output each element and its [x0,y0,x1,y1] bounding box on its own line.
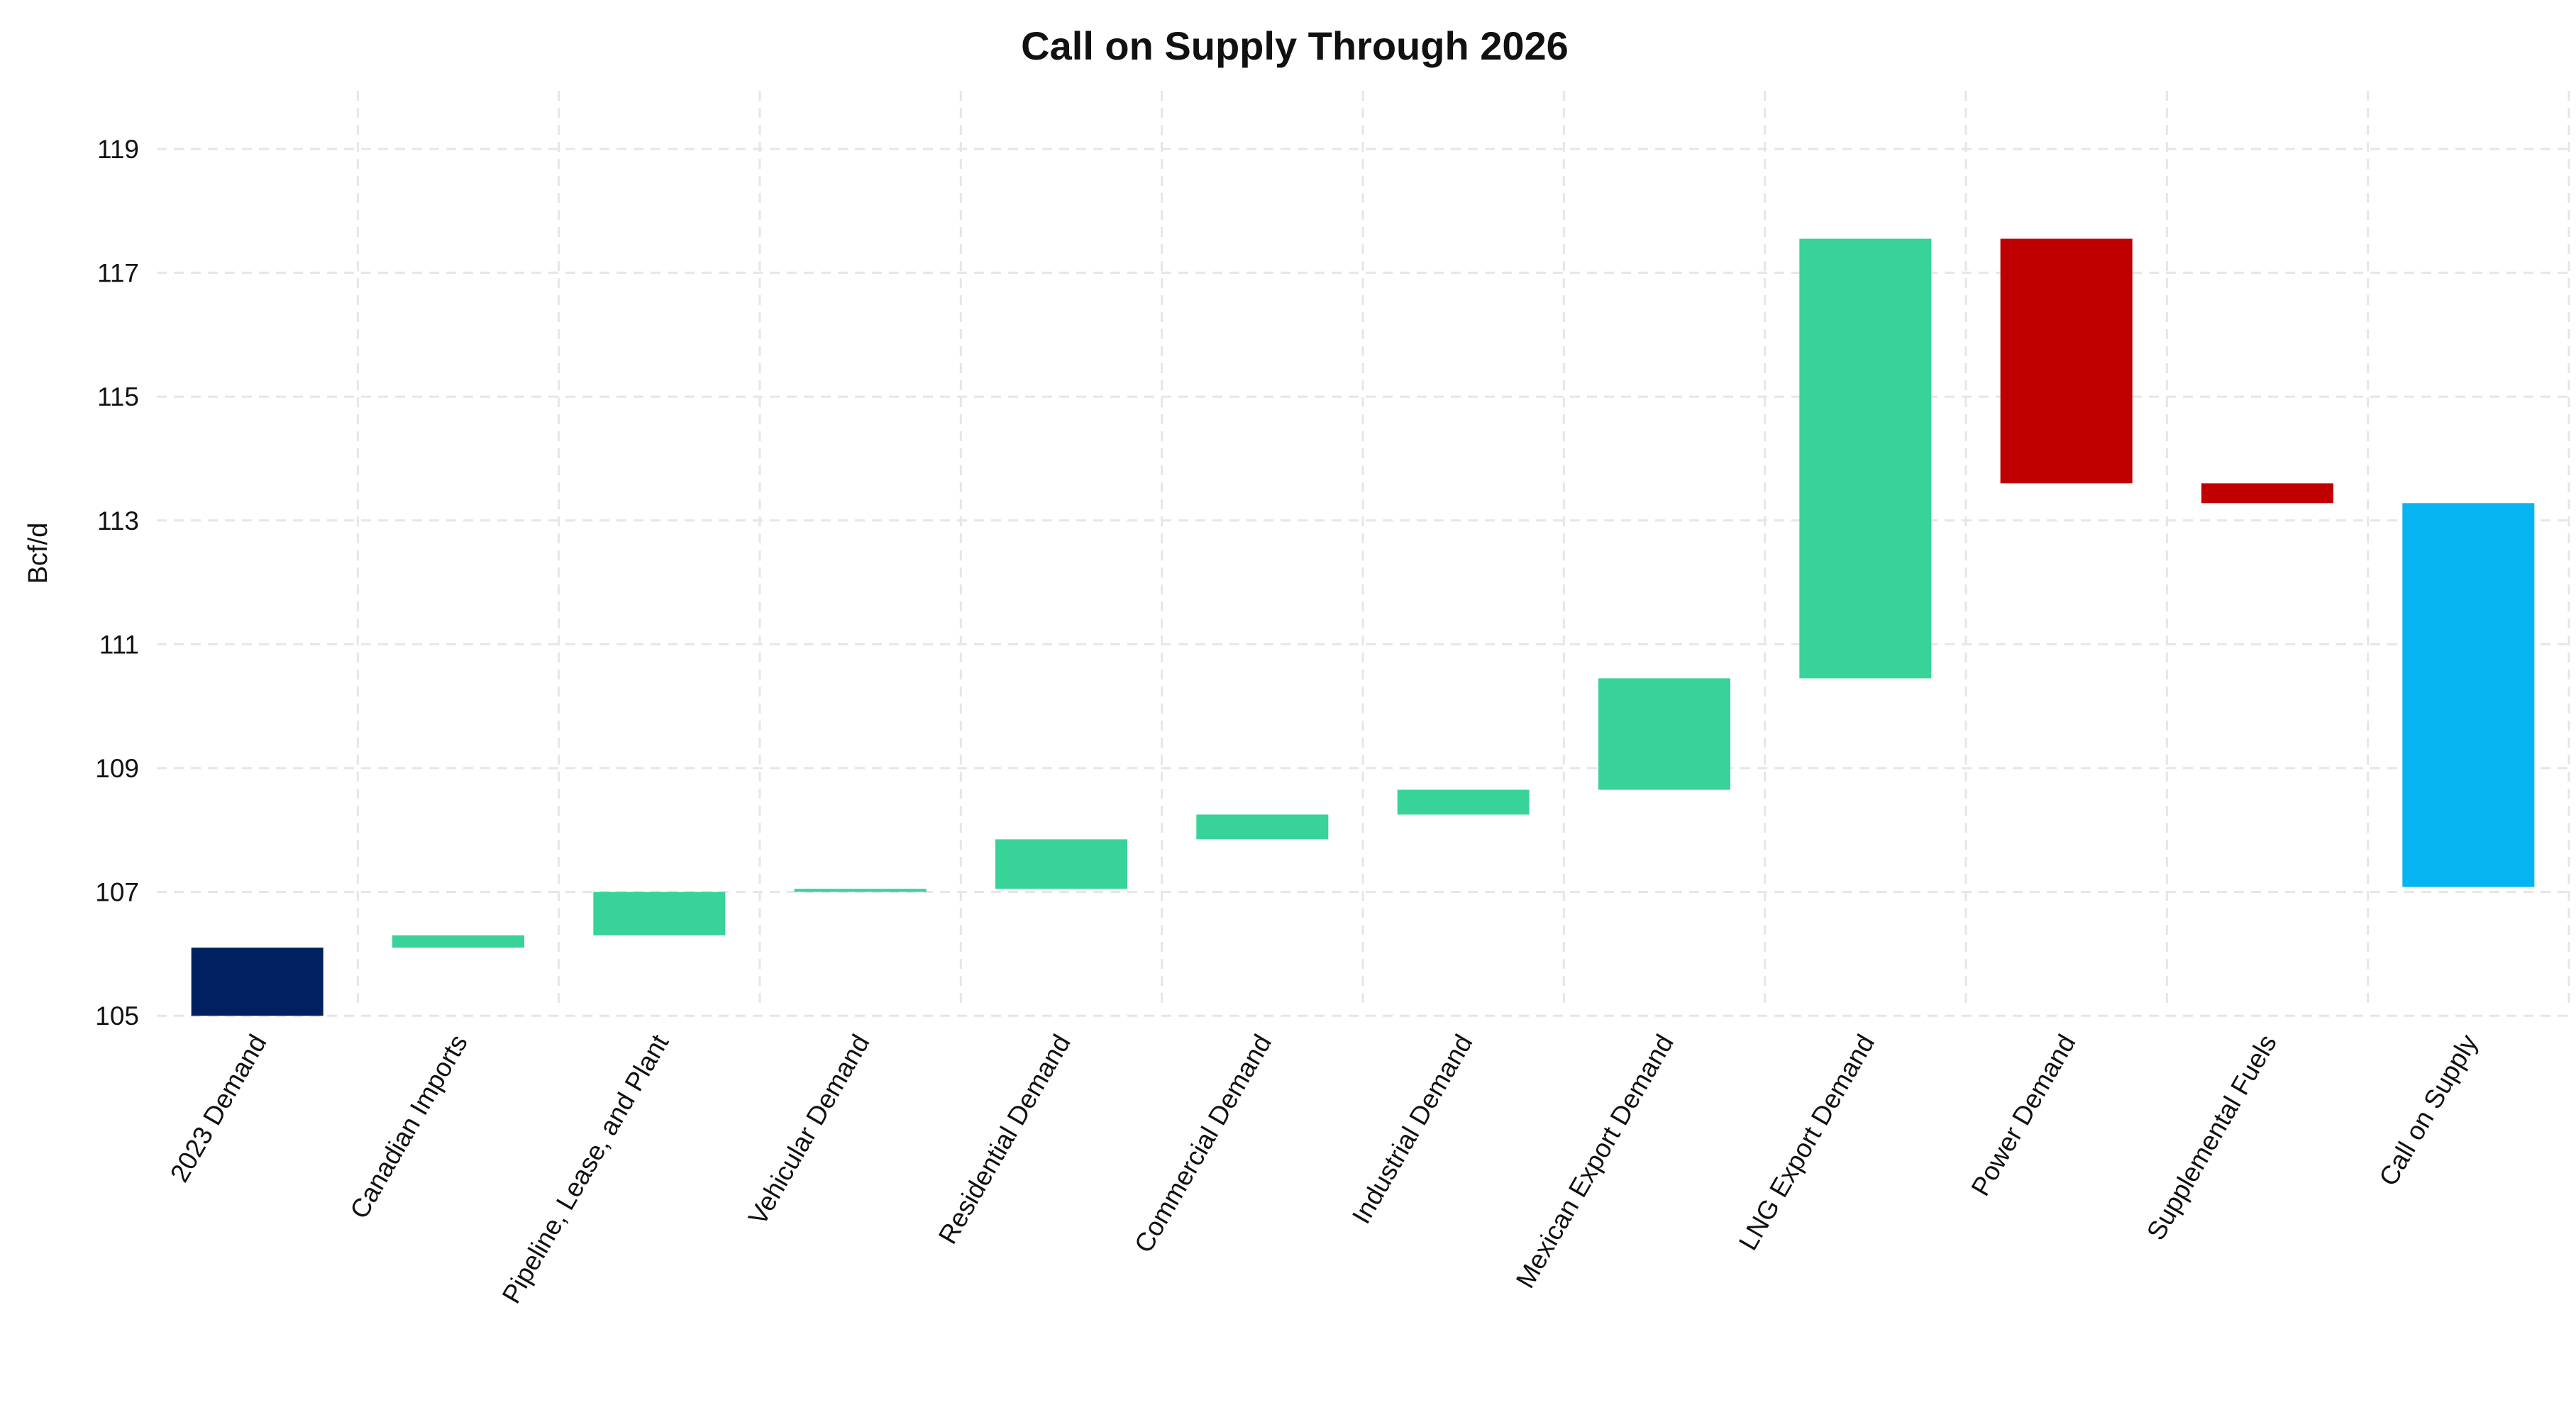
y-tick-label: 111 [99,630,139,659]
y-tick-label: 115 [97,382,139,411]
y-axis-label: Bcf/d [23,523,53,584]
y-tick-label: 107 [95,878,139,907]
bar-lng-export-demand [1799,238,1932,679]
bar-industrial-demand [1397,789,1530,815]
y-tick-labels: 105 107 109 111 113 115 117 119 [95,135,139,1031]
x-tick-label: Residential Demand [933,1030,1076,1249]
x-tick-label: Power Demand [1966,1030,2082,1201]
y-tick-label: 113 [97,506,139,535]
x-tick-label: Mexican Export Demand [1510,1030,1679,1293]
bar-pipeline-lease-and-plant [593,892,726,935]
x-tick-label: Pipeline, Lease, and Plant [497,1029,675,1308]
x-tick-label: 2023 Demand [165,1030,272,1187]
x-tick-labels: 2023 Demand Canadian Imports Pipeline, Lea… [165,1029,2484,1308]
x-tick-label: Call on Supply [2373,1029,2483,1191]
y-tick-label: 119 [97,135,139,164]
y-tick-label: 117 [97,259,139,288]
y-tick-label: 109 [95,754,139,783]
bars [191,238,2535,1016]
bar-power-demand [2000,238,2133,484]
x-tick-label: Canadian Imports [344,1030,473,1223]
x-tick-label: Commercial Demand [1129,1030,1277,1257]
x-tick-label: LNG Export Demand [1733,1030,1880,1255]
bar-canadian-imports [392,935,524,948]
y-tick-label: 105 [95,1001,139,1031]
x-tick-label: Supplemental Fuels [2141,1030,2282,1245]
bar-residential-demand [995,839,1127,889]
bar-call-on-supply [2402,503,2535,887]
bar-supplemental-fuels [2201,483,2333,504]
chart-title: Call on Supply Through 2026 [1021,23,1569,68]
x-tick-label: Vehicular Demand [743,1030,875,1230]
bar-vehicular-demand [794,889,927,892]
bar-2023-demand [191,948,324,1016]
bar-mexican-export-demand [1598,678,1730,790]
x-tick-label: Industrial Demand [1347,1030,1478,1229]
gridlines [157,91,2570,1017]
bar-commercial-demand [1196,814,1329,840]
